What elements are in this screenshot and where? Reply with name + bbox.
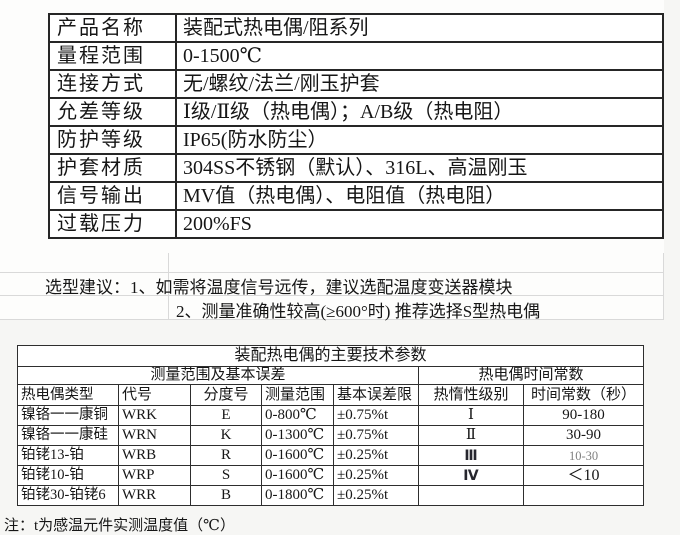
spec-row: 护套材质 304SS不锈钢（默认）、316L、高温刚玉	[48, 153, 664, 183]
spec-value-cell: Ⅰ级/Ⅱ级（热电偶）；A/B级（热电阻）	[175, 97, 664, 127]
spec-label-cell: 信号输出	[48, 181, 177, 211]
table-cell: B	[190, 485, 262, 507]
table-cell: 90-180	[522, 405, 645, 427]
table-cell: 0-1600℃	[261, 445, 334, 467]
spec-value-cell: 装配式热电偶/阻系列	[175, 13, 664, 43]
table-cell: ±0.25%t	[333, 485, 419, 507]
grid-line-horizontal	[0, 319, 664, 320]
table-cell: 镍铬一一康硅	[17, 425, 119, 447]
table-cell: R	[190, 445, 262, 467]
table-cell: WRK	[118, 405, 191, 427]
footnote: 注：t为感温元件实测温度值（℃）	[4, 518, 235, 534]
spec-label-cell: 过载压力	[48, 209, 177, 239]
grid-line-vertical	[663, 253, 664, 320]
spec-label-cell: 允差等级	[48, 97, 177, 127]
product-spec-table: 产品名称 装配式热电偶/阻系列 量程范围 0-1500℃ 连接方式 无/螺纹/法兰/刚玉护…	[48, 13, 664, 239]
table-cell: ±0.75%t	[333, 405, 419, 427]
table-cell: 铂铑10-铂	[17, 465, 119, 487]
table-cell: 铂铑13-铂	[17, 445, 119, 467]
spec-label-cell: 连接方式	[48, 69, 177, 99]
grid-line-horizontal	[0, 295, 664, 296]
col-header-time-constant: 时间常数（秒）	[522, 384, 645, 407]
spec-value-cell: 无/螺纹/法兰/刚玉护套	[175, 69, 664, 99]
spec-value-cell: IP65(防水防尘）	[175, 125, 664, 155]
grid-line-horizontal	[0, 272, 664, 273]
group-header-measure: 测量范围及基本误差	[17, 365, 419, 386]
table-cell: WRP	[118, 465, 191, 487]
table-cell: 30-90	[522, 425, 645, 447]
table-cell: 0-1600℃	[261, 465, 334, 487]
table-row: 镍铬一一康铜 WRK E 0-800℃ ±0.75%t Ⅰ 90-180	[17, 405, 645, 427]
spec-label-cell: 量程范围	[48, 41, 177, 71]
spec-row: 允差等级 Ⅰ级/Ⅱ级（热电偶）；A/B级（热电阻）	[48, 97, 664, 127]
grid-line-vertical	[168, 253, 169, 320]
table-cell: 0-800℃	[261, 405, 334, 427]
table-cell: 10-30	[522, 445, 645, 467]
table-cell: 镍铬一一康铜	[17, 405, 119, 427]
table-cell: WRR	[118, 485, 191, 507]
spec-table-body: 产品名称 装配式热电偶/阻系列 量程范围 0-1500℃ 连接方式 无/螺纹/法兰/刚玉护…	[48, 13, 664, 239]
table-title: 装配热电偶的主要技术参数	[16, 345, 645, 367]
col-header-type: 热电偶类型	[17, 384, 119, 407]
spec-value-cell: 304SS不锈钢（默认）、316L、高温刚玉	[175, 153, 664, 183]
table-cell: E	[190, 405, 262, 427]
table-cell: 0-1800℃	[261, 485, 334, 507]
col-header-graduation: 分度号	[190, 384, 262, 407]
table-cell: K	[190, 425, 262, 447]
table-cell: ±0.75%t	[333, 425, 419, 447]
spec-row: 量程范围 0-1500℃	[48, 41, 664, 71]
col-header-error: 基本误差限	[333, 384, 419, 407]
table-cell: ±0.25%t	[333, 445, 419, 467]
selection-note-line1: 选型建议：1、如需将温度信号远传，建议选配温度变送器模块	[45, 278, 513, 297]
col-header-inertia: 热惰性级别	[418, 384, 524, 407]
spec-row: 防护等级 IP65(防水防尘）	[48, 125, 664, 155]
thermocouple-params-table: 装配热电偶的主要技术参数 测量范围及基本误差 热电偶时间常数 热电偶类型 代号 …	[16, 345, 645, 507]
table-title-row: 装配热电偶的主要技术参数	[16, 345, 645, 367]
spec-label-cell: 产品名称	[48, 13, 177, 43]
table-cell: 0-1300℃	[261, 425, 334, 447]
table-cell: Ⅰ	[418, 405, 524, 427]
table-cell: Ⅳ	[418, 465, 524, 487]
tech-table-body: 镍铬一一康铜 WRK E 0-800℃ ±0.75%t Ⅰ 90-180 镍铬一一康硅 WRN K…	[17, 405, 645, 507]
table-cell: Ⅱ	[418, 425, 524, 447]
spec-value-cell: 200%FS	[175, 209, 664, 239]
table-cell: ±0.25%t	[333, 465, 419, 487]
col-header-range: 测量范围	[261, 384, 334, 407]
spec-value-cell: MV值（热电偶）、电阻值（热电阻）	[175, 181, 664, 211]
spec-label-cell: 防护等级	[48, 125, 177, 155]
table-row: 镍铬一一康硅 WRN K 0-1300℃ ±0.75%t Ⅱ 30-90	[17, 425, 645, 447]
spec-label-cell: 护套材质	[48, 153, 177, 183]
spec-value-cell: 0-1500℃	[175, 41, 664, 71]
table-header-row: 热电偶类型 代号 分度号 测量范围 基本误差限 热惰性级别 时间常数（秒）	[17, 384, 645, 407]
table-cell: Ⅲ	[418, 445, 524, 467]
table-cell: S	[190, 465, 262, 487]
table-cell: ＜10	[522, 465, 645, 487]
spec-row: 连接方式 无/螺纹/法兰/刚玉护套	[48, 69, 664, 99]
table-row: 铂铑13-铂 WRB R 0-1600℃ ±0.25%t Ⅲ 10-30	[17, 445, 645, 467]
table-cell	[522, 485, 645, 507]
table-group-header-row: 测量范围及基本误差 热电偶时间常数	[17, 365, 645, 386]
spec-row: 信号输出 MV值（热电偶）、电阻值（热电阻）	[48, 181, 664, 211]
spec-row: 过载压力 200%FS	[48, 209, 664, 239]
selection-note-line2: 2、测量准确性较高(≥600°时) 推荐选择S型热电偶	[176, 302, 541, 321]
col-header-code: 代号	[118, 384, 191, 407]
table-cell	[418, 485, 524, 507]
spec-row: 产品名称 装配式热电偶/阻系列	[48, 13, 664, 43]
table-row: 铂铑30-铂铑6 WRR B 0-1800℃ ±0.25%t	[17, 485, 645, 507]
table-cell: WRB	[118, 445, 191, 467]
group-header-time: 热电偶时间常数	[417, 365, 645, 386]
table-cell: WRN	[118, 425, 191, 447]
table-row: 铂铑10-铂 WRP S 0-1600℃ ±0.25%t Ⅳ ＜10	[17, 465, 645, 487]
table-cell: 铂铑30-铂铑6	[17, 485, 119, 507]
